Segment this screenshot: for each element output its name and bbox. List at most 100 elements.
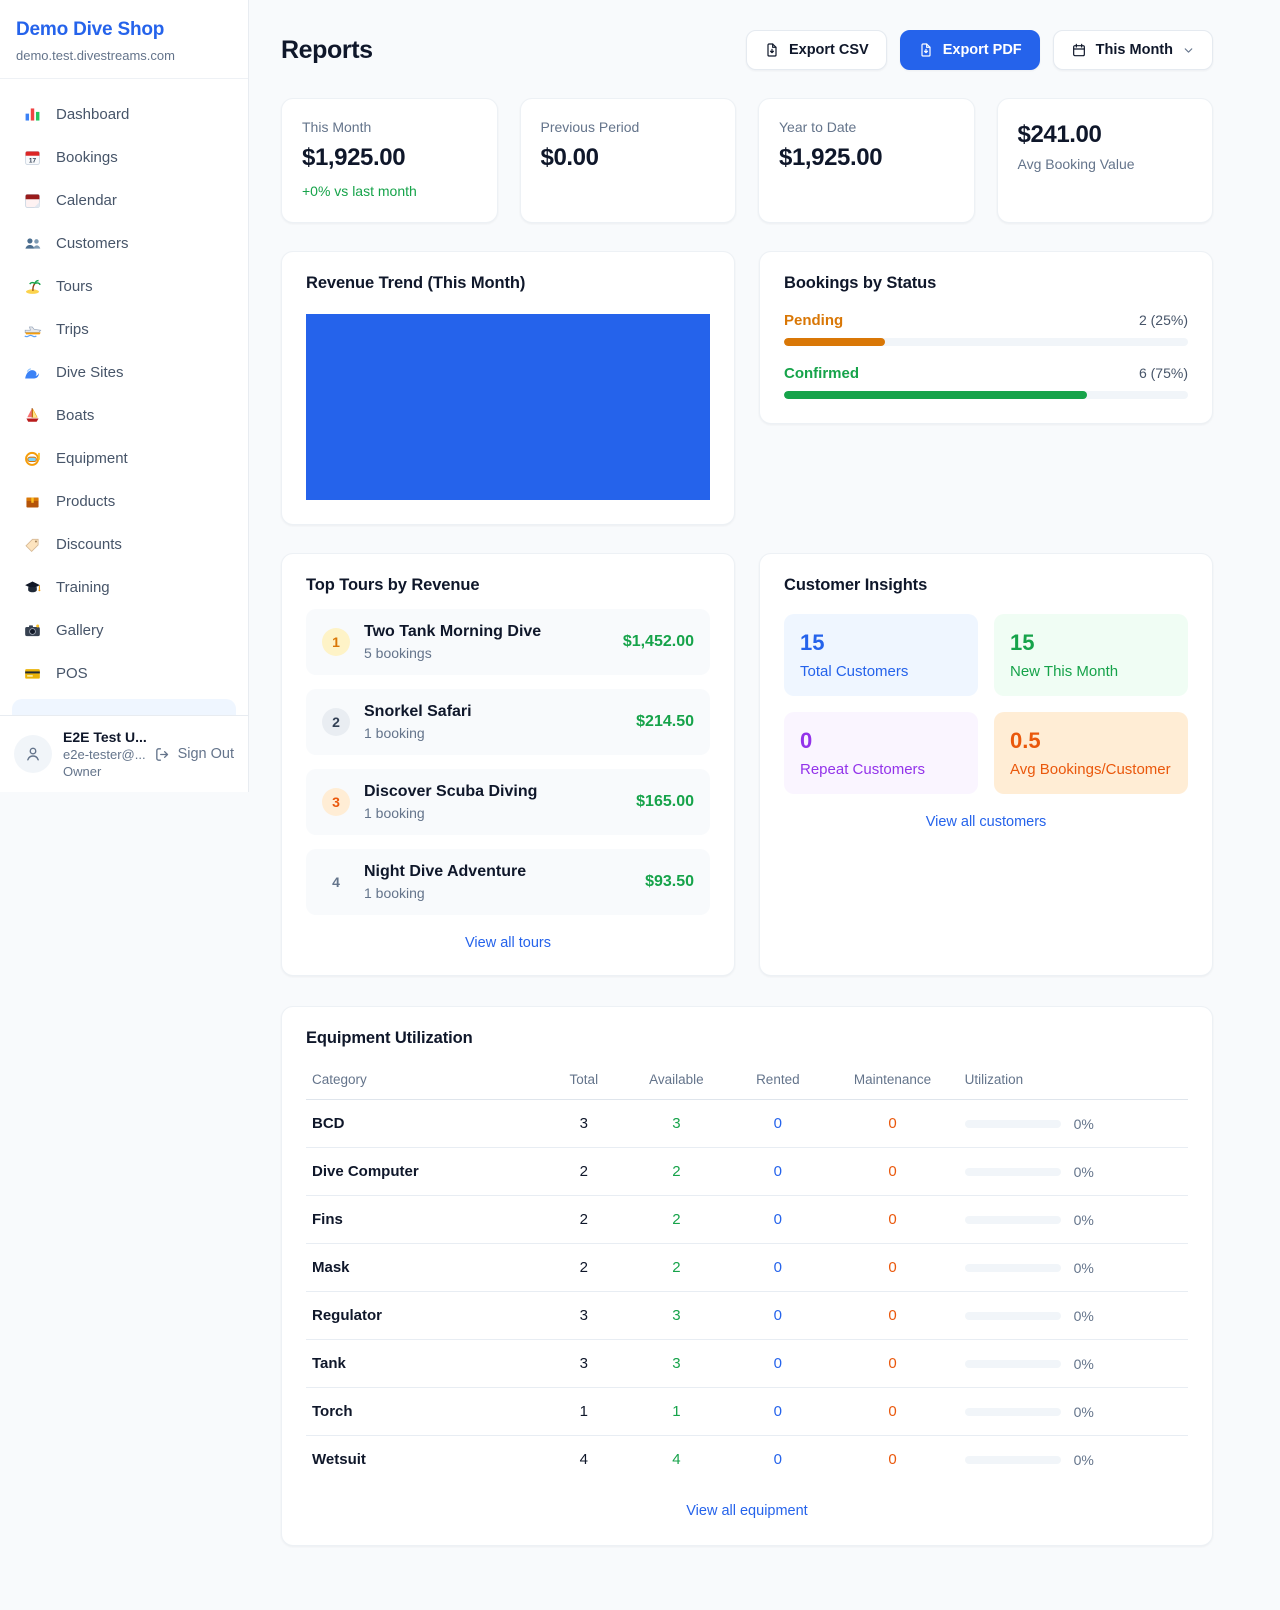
view-all-tours-link[interactable]: View all tours: [465, 935, 551, 951]
sidebar-item-label: Boats: [56, 406, 95, 424]
cell-category: Regulator: [306, 1291, 545, 1340]
tile-label: Repeat Customers: [800, 761, 926, 778]
view-all-equipment-link[interactable]: View all equipment: [686, 1503, 808, 1519]
sidebar-item-label: Gallery: [56, 621, 104, 639]
tour-row: 1 Two Tank Morning Dive 5 bookings $1,45…: [306, 609, 710, 675]
sidebar-item-trips[interactable]: Trips: [12, 309, 236, 349]
cell-category: Torch: [306, 1387, 545, 1436]
cell-utilization: 0%: [958, 1099, 1188, 1148]
status-bar-fill: [784, 391, 1087, 399]
wave-icon: [22, 362, 42, 382]
export-pdf-button[interactable]: Export PDF: [899, 30, 1040, 70]
top-tours-card: Top Tours by Revenue 1 Two Tank Morning …: [281, 553, 735, 976]
brand: Demo Dive Shop demo.test.divestreams.com: [0, 0, 248, 79]
revenue-trend-title: Revenue Trend (This Month): [306, 274, 526, 292]
sidebar-item-label: Training: [56, 578, 110, 596]
cell-maintenance: 0: [826, 1195, 959, 1244]
cell-category: Tank: [306, 1339, 545, 1388]
cell-maintenance: 0: [826, 1339, 959, 1388]
rank-badge: 4: [332, 874, 340, 890]
sidebar-item-gallery[interactable]: Gallery: [12, 610, 236, 650]
cell-available: 3: [623, 1291, 730, 1340]
calendar-icon: [1072, 43, 1085, 57]
cell-rented: 0: [729, 1099, 827, 1148]
sign-out-label: Sign Out: [177, 746, 234, 762]
tour-bookings: 1 booking: [364, 805, 425, 821]
sidebar-item-pos[interactable]: POS: [12, 653, 236, 693]
sidebar-item-calendar[interactable]: Calendar: [12, 180, 236, 220]
sidebar-item-tours[interactable]: Tours: [12, 266, 236, 306]
stat-label: Year to Date: [779, 119, 857, 135]
column-header: Category: [306, 1062, 545, 1100]
cell-utilization: 0%: [959, 1436, 1188, 1484]
header-actions: Export CSV Export PDF This Month: [745, 30, 1213, 70]
cell-utilization: 0%: [958, 1195, 1188, 1244]
utilization-bar: [964, 1167, 1061, 1176]
calendar-date-icon: 17: [22, 147, 42, 167]
status-label: Pending: [784, 312, 844, 329]
status-label: Confirmed: [784, 365, 859, 382]
tour-row: 3 Discover Scuba Diving 1 booking $165.0…: [306, 769, 710, 835]
bookings-by-status-card: Bookings by Status Pending 2 (25%) Confi…: [759, 251, 1213, 424]
sidebar-item-equipment[interactable]: Equipment: [12, 438, 236, 478]
sidebar-item-label: POS: [56, 664, 88, 682]
cell-utilization: 0%: [958, 1147, 1188, 1196]
sidebar-item-bookings[interactable]: 17 Bookings: [12, 137, 236, 177]
rank-badge: 2: [322, 708, 350, 736]
cell-rented: 0: [729, 1339, 827, 1388]
table-row: Wetsuit 4 4 0 0 0%: [306, 1436, 1188, 1484]
status-bar-track: [784, 338, 1188, 346]
column-header: Utilization: [958, 1062, 1188, 1100]
column-header: Total: [544, 1062, 624, 1100]
person-icon: [27, 747, 39, 761]
sidebar-item-label: Discounts: [56, 535, 122, 553]
customer-insights-card: Customer Insights 15 Total Customers 15 …: [759, 553, 1213, 976]
users-icon: [22, 233, 42, 253]
period-dropdown[interactable]: This Month: [1052, 30, 1213, 70]
tile-label: Avg Bookings/Customer: [1010, 761, 1171, 778]
user-meta: E2E Test U... e2e-tester@... Owner: [63, 729, 147, 779]
sidebar-item-active-partial[interactable]: [12, 699, 236, 715]
table-header-row: Category Total Available Rented Maintena…: [306, 1062, 1188, 1100]
cell-category: Mask: [306, 1243, 545, 1292]
sign-out-button[interactable]: Sign Out: [154, 746, 234, 763]
stat-value: $1,925.00: [779, 144, 883, 171]
equipment-table: Category Total Available Rented Maintena…: [306, 1062, 1188, 1483]
table-row: BCD 3 3 0 0 0%: [306, 1099, 1188, 1148]
view-all-customers-link[interactable]: View all customers: [925, 814, 1047, 830]
cell-category: BCD: [306, 1099, 545, 1148]
status-bar-fill: [784, 338, 885, 346]
camera-icon: [22, 620, 42, 640]
sidebar-item-customers[interactable]: Customers: [12, 223, 236, 263]
sidebar-item-dive-sites[interactable]: Dive Sites: [12, 352, 236, 392]
stats-grid: This Month $1,925.00 +0% vs last month P…: [281, 98, 1213, 223]
cell-total: 2: [544, 1195, 624, 1244]
tour-name: Night Dive Adventure: [364, 863, 527, 880]
cell-total: 3: [544, 1291, 624, 1340]
sidebar-item-training[interactable]: Training: [12, 567, 236, 607]
sidebar-item-boats[interactable]: Boats: [12, 395, 236, 435]
stat-value: $241.00: [1017, 121, 1102, 148]
export-csv-button[interactable]: Export CSV: [745, 30, 887, 70]
cell-rented: 0: [773, 1451, 782, 1468]
package-icon: [22, 491, 42, 511]
cell-total: 2: [544, 1243, 624, 1292]
sidebar-item-products[interactable]: Products: [12, 481, 236, 521]
cell-maintenance: 0: [826, 1147, 959, 1196]
utilization-bar: [964, 1263, 1061, 1272]
credit-card-icon: [22, 663, 42, 683]
brand-domain: demo.test.divestreams.com: [16, 48, 175, 63]
sidebar-item-discounts[interactable]: Discounts: [12, 524, 236, 564]
tile-total-customers: 15 Total Customers: [784, 614, 978, 696]
sidebar-item-label: Customers: [56, 234, 129, 252]
cell-total: 3: [544, 1339, 624, 1388]
tag-icon: [22, 534, 42, 554]
cell-utilization: 0%: [958, 1387, 1188, 1436]
user-email: e2e-tester@...: [63, 747, 146, 762]
cell-rented: 0: [729, 1243, 827, 1292]
sidebar-item-dashboard[interactable]: Dashboard: [12, 94, 236, 134]
tile-value: 15: [800, 630, 825, 655]
status-value: 2 (25%): [1138, 312, 1188, 328]
rank-badge: 3: [322, 788, 350, 816]
utilization-bar: [964, 1359, 1061, 1368]
